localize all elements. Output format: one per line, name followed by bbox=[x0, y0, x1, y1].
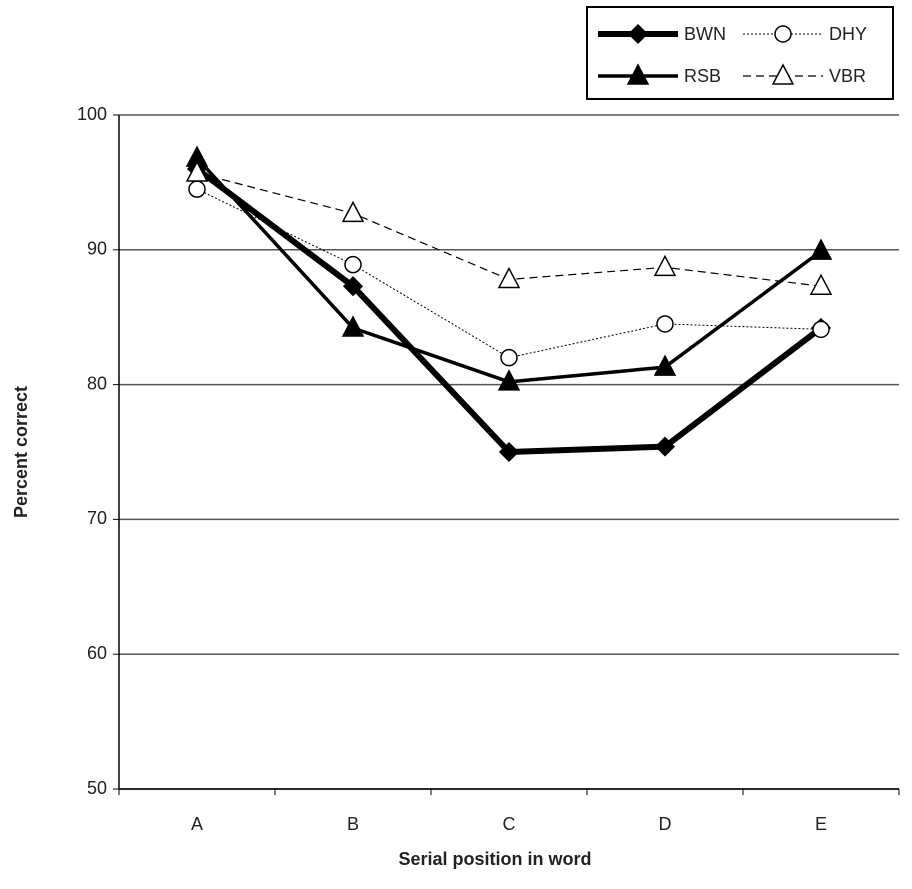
data-point bbox=[342, 276, 364, 297]
legend-label: DHY bbox=[829, 24, 867, 44]
data-point bbox=[654, 436, 676, 457]
data-point bbox=[809, 273, 833, 295]
y-tick-label: 60 bbox=[87, 643, 107, 663]
legend-label: BWN bbox=[684, 24, 726, 44]
data-point bbox=[656, 315, 674, 333]
x-tick-label: E bbox=[815, 814, 827, 834]
legend-label: RSB bbox=[684, 66, 721, 86]
data-point bbox=[498, 441, 520, 463]
x-tick-label: D bbox=[659, 814, 672, 834]
data-point bbox=[653, 254, 677, 277]
legend-marker bbox=[627, 23, 649, 45]
y-tick-label: 70 bbox=[87, 508, 107, 528]
legend-marker bbox=[626, 63, 650, 85]
legend-label: VBR bbox=[829, 66, 866, 86]
data-point bbox=[809, 238, 833, 260]
x-axis-label: Serial position in word bbox=[398, 849, 591, 869]
x-tick-label: B bbox=[347, 814, 359, 834]
data-point bbox=[497, 369, 521, 391]
y-tick-label: 100 bbox=[77, 104, 107, 124]
data-point bbox=[653, 354, 677, 376]
legend-marker bbox=[771, 63, 795, 85]
y-tick-label: 90 bbox=[87, 239, 107, 259]
x-tick-label: C bbox=[503, 814, 516, 834]
data-point bbox=[812, 320, 830, 339]
data-point bbox=[500, 348, 518, 367]
y-axis-label: Percent correct bbox=[11, 386, 31, 518]
data-point bbox=[188, 180, 206, 198]
data-point bbox=[344, 255, 362, 274]
legend-marker bbox=[774, 25, 792, 43]
data-point bbox=[341, 200, 365, 223]
data-point bbox=[185, 160, 209, 182]
series-line bbox=[195, 166, 823, 455]
data-point bbox=[497, 266, 521, 289]
y-tick-label: 50 bbox=[87, 778, 107, 798]
data-point bbox=[341, 315, 365, 337]
y-tick-label: 80 bbox=[87, 373, 107, 393]
x-tick-label: A bbox=[191, 814, 203, 834]
